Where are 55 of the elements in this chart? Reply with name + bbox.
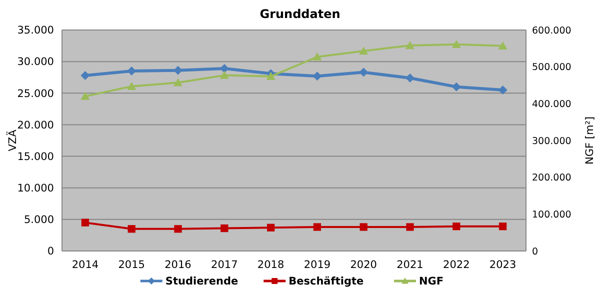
point [359,46,368,55]
y2-tick-label: 200.000 [532,172,572,184]
y-tick-label: 35.000 [17,24,54,37]
point [452,222,460,230]
x-tick-label: 2018 [257,259,284,271]
x-tick-label: 2021 [396,259,424,271]
point [360,223,368,231]
y-tick-label: 25.000 [17,88,54,100]
x-tick-label: 2017 [211,259,238,271]
y-tick-label: 5.000 [24,214,54,226]
y2-tick-label: 300.000 [532,136,572,147]
point [452,40,461,48]
point [220,224,228,232]
point [80,92,90,100]
point [80,70,90,80]
x-tick-label: 2020 [350,259,377,271]
point [359,68,368,77]
point [406,223,414,231]
y-tick-label: 30.000 [17,56,54,68]
x-tick-label: 2019 [304,259,331,271]
point [498,41,508,50]
point [128,225,136,233]
point [452,82,461,92]
y-axis-title: VZÄ [6,128,19,152]
point [266,72,276,80]
point [406,73,414,82]
point [220,70,229,79]
y2-axis-title: NGF [m²] [584,116,596,164]
y-tick-label: 20.000 [17,119,54,132]
point [313,223,322,231]
point [406,40,414,50]
x-tick-label: 2023 [489,259,516,271]
y-tick-label: 0 [47,246,54,258]
y2-tick-label: 400.000 [532,98,572,110]
point [174,225,182,233]
y-tick-label: 10.000 [17,182,54,195]
chart-title: Grunddaten [260,7,340,21]
y-tick-label: 15.000 [17,150,54,163]
legend-label: NGF [419,276,444,288]
point [81,218,90,226]
x-tick-label: 2016 [164,259,192,271]
x-tick-label: 2014 [72,259,99,271]
legend-label: Beschäftigte [288,276,364,288]
y2-tick-label: 500.000 [532,62,572,74]
legend-label: Studierende [165,276,238,288]
y2-tick-label: 600.000 [532,25,572,36]
y2-tick-label: 100.000 [532,209,572,220]
x-tick-label: 2022 [443,259,470,271]
point [127,82,136,90]
y2-tick-label: 0 [532,246,538,258]
point [266,224,275,232]
x-tick-label: 2015 [118,259,145,271]
point [312,52,322,60]
point [498,222,507,230]
point [174,78,182,86]
